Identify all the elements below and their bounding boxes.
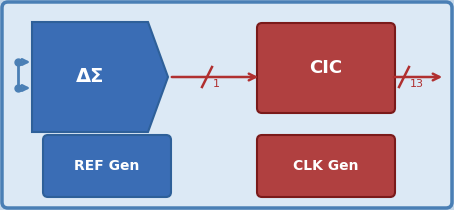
FancyBboxPatch shape: [257, 135, 395, 197]
Text: REF Gen: REF Gen: [74, 159, 140, 173]
Text: 1: 1: [213, 79, 220, 89]
FancyBboxPatch shape: [43, 135, 171, 197]
Text: ΔΣ: ΔΣ: [76, 67, 104, 87]
FancyBboxPatch shape: [2, 2, 452, 208]
Polygon shape: [32, 22, 168, 132]
Text: 13: 13: [410, 79, 424, 89]
FancyBboxPatch shape: [257, 23, 395, 113]
Text: CLK Gen: CLK Gen: [293, 159, 359, 173]
Text: CIC: CIC: [310, 59, 343, 77]
